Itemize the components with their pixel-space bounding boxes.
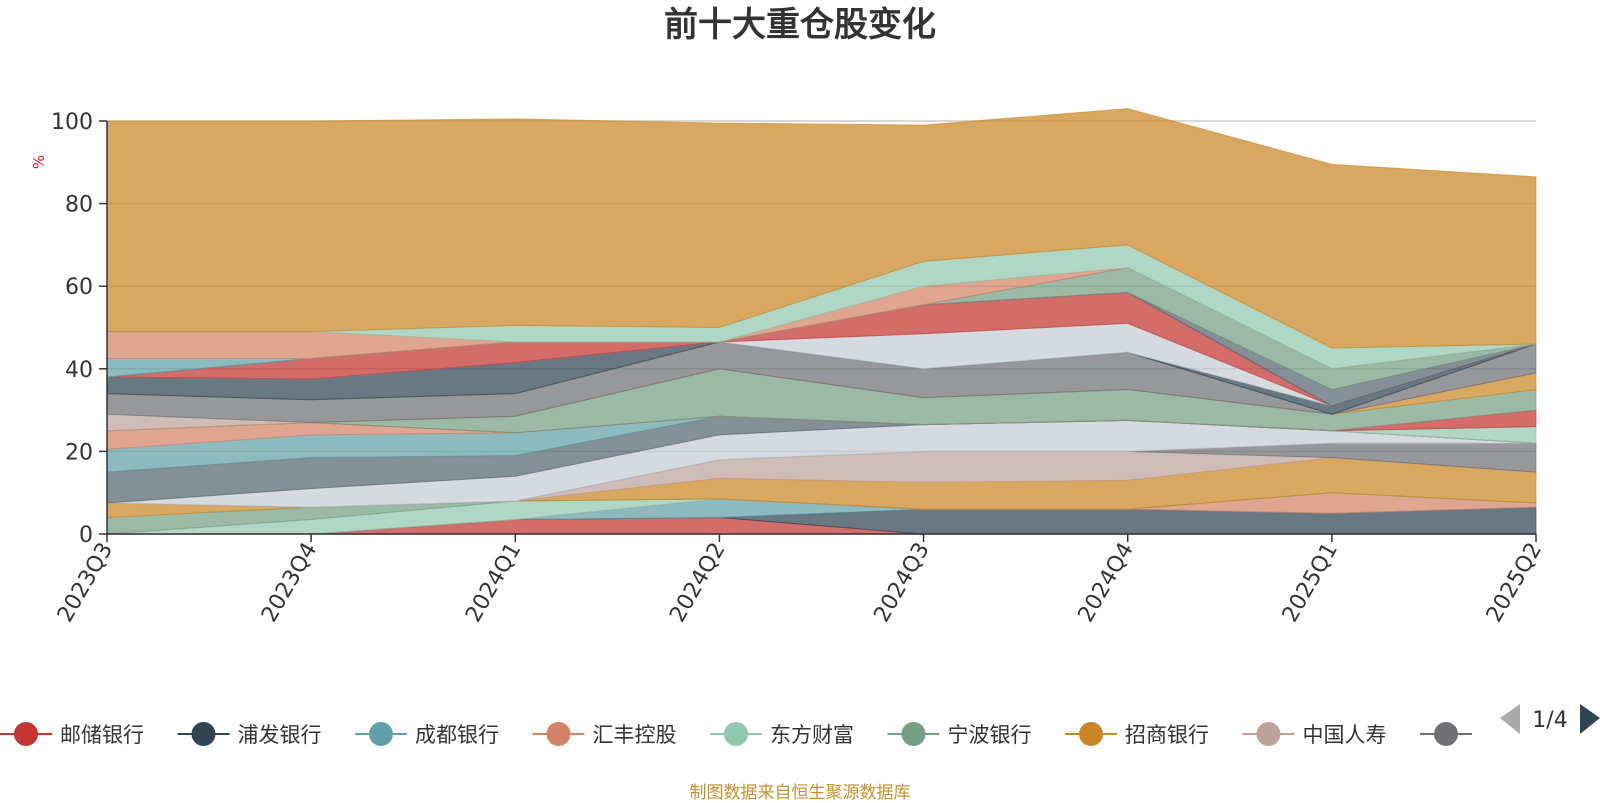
data-source-note: 制图数据来自恒生聚源数据库 [689, 783, 911, 803]
legend-circle-icon [14, 722, 38, 746]
legend-circle-icon [901, 722, 926, 746]
legend-circle-icon [546, 722, 571, 746]
legend-label: 成都银行 [415, 723, 499, 747]
legend-label: 邮储银行 [60, 723, 144, 747]
legend-item[interactable]: 邮储银行 [0, 722, 144, 747]
x-tick-label: 2023Q3 [53, 539, 118, 627]
legend-item[interactable]: 成都银行 [355, 722, 499, 747]
legend-circle-icon [1079, 722, 1103, 746]
legend-next-page-icon[interactable] [1580, 704, 1600, 734]
legend-prev-page-icon[interactable] [1500, 704, 1520, 734]
legend-label: 东方财富 [770, 723, 854, 747]
legend-circle-icon [1256, 722, 1281, 746]
legend-label: 招商银行 [1125, 723, 1209, 747]
area-series-28 [106, 108, 1537, 349]
legend-circle-icon [191, 722, 216, 746]
legend-item[interactable]: 东方财富 [710, 722, 854, 747]
legend-pager: 1/4 [1500, 704, 1600, 734]
legend-circle-icon [1434, 722, 1458, 746]
chart-title: 前十大重仓股变化 [664, 5, 936, 45]
y-axis-unit: % [30, 155, 48, 169]
legend-item[interactable]: 浦发银行 [177, 722, 322, 747]
y-tick-label: 0 [79, 523, 93, 548]
legend-page-indicator: 1/4 [1532, 708, 1567, 733]
x-tick-label: 2025Q2 [1482, 539, 1547, 627]
x-tick-label: 2023Q4 [257, 539, 322, 627]
x-tick-label: 2025Q1 [1278, 539, 1343, 627]
y-tick-label: 40 [65, 358, 93, 383]
y-tick-label: 20 [65, 440, 93, 465]
legend-label: 中国人寿 [1303, 723, 1387, 747]
legend-circle-icon [369, 722, 393, 746]
legend-label: 浦发银行 [238, 723, 322, 747]
stacked-areas [106, 108, 1537, 535]
legend-label: 汇丰控股 [593, 723, 677, 747]
x-tick-label: 2024Q1 [461, 539, 526, 627]
legend-item[interactable]: 宁波银行 [887, 722, 1032, 747]
axes [106, 121, 1536, 535]
x-tick-label: 2024Q4 [1074, 539, 1139, 627]
y-axis-ticks: 0 20 40 60 80 100 [51, 110, 107, 548]
x-axis-ticks: 2023Q3 2023Q4 2024Q1 2024Q2 2024Q3 2024Q4 2025… [53, 534, 1547, 627]
legend-item[interactable]: 招商银行 [1065, 722, 1209, 747]
legend-item[interactable]: 汇丰控股 [532, 722, 677, 747]
x-tick-label: 2024Q3 [869, 539, 934, 627]
x-tick-label: 2024Q2 [665, 539, 730, 627]
legend: 邮储银行 浦发银行 成都银行 汇丰控股 东方财富 宁波银行 招商银行 中国人寿 工商银行 [0, 722, 1564, 747]
legend-item[interactable]: 工商银行 [1420, 722, 1564, 747]
legend-circle-icon [724, 722, 748, 746]
legend-item[interactable]: 中国人寿 [1242, 722, 1387, 747]
y-tick-label: 80 [65, 193, 93, 218]
y-tick-label: 100 [51, 110, 93, 135]
legend-label: 宁波银行 [948, 723, 1032, 747]
y-tick-label: 60 [65, 275, 93, 300]
